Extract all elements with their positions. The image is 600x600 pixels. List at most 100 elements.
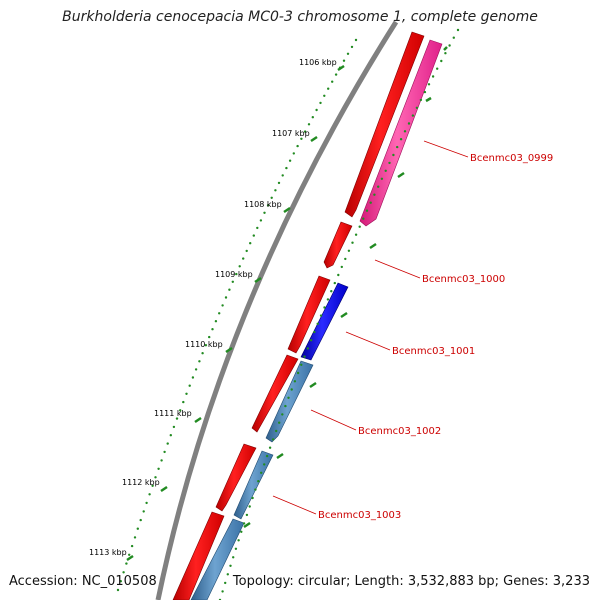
track-dot xyxy=(224,581,227,585)
inner-dots xyxy=(218,28,460,600)
track-dot xyxy=(274,189,277,192)
track-dot xyxy=(263,211,266,214)
track-dot xyxy=(226,573,229,576)
ruler-label: 1109 kbp xyxy=(215,270,253,279)
track-dot xyxy=(277,181,281,185)
callout-line xyxy=(272,495,317,515)
track-dot xyxy=(287,396,290,399)
track-dot xyxy=(208,335,211,339)
track-dot xyxy=(136,527,139,530)
ruler-label: 1110 kbp xyxy=(185,340,223,349)
ruler-label: 1108 kbp xyxy=(244,200,282,209)
track-dot xyxy=(423,90,427,94)
gene-label[interactable]: Bcenmc03_0999 xyxy=(470,153,553,164)
track-dot xyxy=(354,38,358,42)
track-dot xyxy=(185,392,188,395)
track-dot xyxy=(306,347,309,350)
ruler-tick xyxy=(126,554,134,562)
track-dot xyxy=(284,404,287,408)
track-dot xyxy=(218,312,221,315)
track-dot xyxy=(444,52,447,55)
track-dot xyxy=(281,413,284,416)
track-dot xyxy=(211,328,214,331)
gene-label[interactable]: Bcenmc03_1003 xyxy=(318,510,401,521)
track-dot xyxy=(311,116,314,119)
gene-feature-steelblue xyxy=(265,360,314,443)
gene-feature-red xyxy=(251,354,299,433)
feature-tick xyxy=(443,46,448,51)
ruler-label: 1112 kbp xyxy=(122,478,160,487)
track-dot xyxy=(290,388,293,391)
gene-track-outer xyxy=(190,39,443,600)
track-dot xyxy=(396,145,399,149)
track-dot xyxy=(214,320,218,323)
ruler-tick xyxy=(160,485,168,493)
track-dot xyxy=(399,138,403,141)
track-dot xyxy=(337,273,340,277)
track-dot xyxy=(254,488,257,491)
track-dot xyxy=(281,174,284,177)
gene-feature-red xyxy=(344,31,425,218)
track-dot xyxy=(235,272,238,276)
track-dot xyxy=(300,363,303,366)
ruler-tick xyxy=(254,276,262,284)
track-dot xyxy=(266,204,270,207)
track-dot xyxy=(309,339,313,342)
track-dot xyxy=(288,159,292,162)
track-dot xyxy=(249,242,252,245)
track-dot xyxy=(265,454,269,458)
track-dot xyxy=(316,322,319,325)
ruler-tick xyxy=(225,346,233,354)
track-dot xyxy=(303,355,306,358)
track-dot xyxy=(133,536,137,539)
track-dot xyxy=(319,314,323,317)
track-dot xyxy=(307,123,311,126)
gene-feature-steelblue xyxy=(233,450,274,520)
gene-labels: Bcenmc03_0999 Bcenmc03_1000 Bcenmc03_100… xyxy=(318,153,553,521)
track-dot xyxy=(221,304,224,307)
track-dot xyxy=(419,98,423,102)
track-dot xyxy=(248,505,251,508)
track-dot xyxy=(323,94,326,98)
track-dot xyxy=(242,522,246,525)
ruler-labels: 1106 kbp 1107 kbp 1108 kbp 1109 kbp 1110… xyxy=(89,58,337,557)
gene-feature-red xyxy=(323,221,353,269)
track-dot xyxy=(319,101,322,105)
track-dot xyxy=(251,496,254,500)
track-dot xyxy=(271,438,275,441)
track-dot xyxy=(436,67,439,70)
gene-feature-pink xyxy=(359,39,443,227)
ruler-label: 1111 kbp xyxy=(154,409,192,418)
ruler-label: 1106 kbp xyxy=(299,58,337,67)
track-dot xyxy=(260,471,263,474)
track-dot xyxy=(229,564,232,567)
track-dot xyxy=(263,463,266,466)
track-dot xyxy=(268,446,272,449)
track-dot xyxy=(145,501,148,505)
feature-tick xyxy=(397,171,405,179)
track-dot xyxy=(221,590,224,593)
accession-label: Accession: NC_010508 xyxy=(9,574,157,589)
track-dot xyxy=(169,434,172,437)
gene-label[interactable]: Bcenmc03_1000 xyxy=(422,274,505,285)
gene-feature-steelblue xyxy=(190,518,245,600)
feature-tick xyxy=(425,96,432,103)
track-dot xyxy=(347,249,351,252)
track-dot xyxy=(275,429,278,433)
feature-tick xyxy=(276,452,284,460)
track-dot xyxy=(157,467,160,470)
track-dot xyxy=(204,344,208,347)
track-dot xyxy=(285,166,288,170)
track-dot xyxy=(142,510,145,513)
track-dot xyxy=(252,234,255,237)
track-dot xyxy=(292,152,295,155)
callout-line xyxy=(310,409,357,431)
track-dot xyxy=(237,539,240,542)
track-dot xyxy=(278,421,281,424)
gene-label[interactable]: Bcenmc03_1002 xyxy=(358,426,441,437)
track-dot xyxy=(333,281,336,285)
ruler-dots xyxy=(116,38,358,592)
track-dot xyxy=(198,360,201,363)
gene-label[interactable]: Bcenmc03_1001 xyxy=(392,346,475,357)
